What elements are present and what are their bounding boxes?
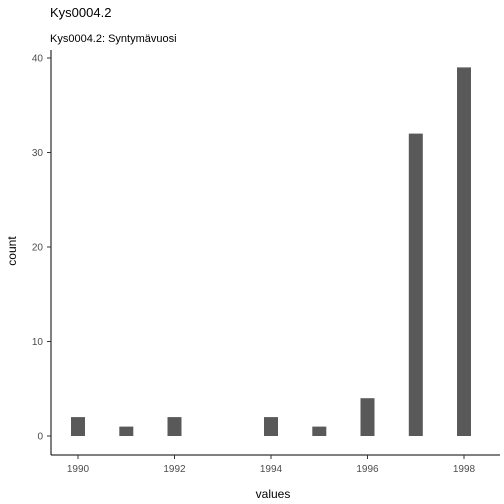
chart-title: Kys0004.2 xyxy=(50,5,111,20)
x-tick-label-1996: 1996 xyxy=(356,464,379,475)
bar-1997 xyxy=(408,133,423,436)
chart-subtitle: Kys0004.2: Syntymävuosi xyxy=(50,33,177,45)
x-tick-label-1994: 1994 xyxy=(260,464,283,475)
y-axis-label: count xyxy=(5,236,19,266)
bar-1994 xyxy=(264,417,278,436)
y-tick-label-30: 30 xyxy=(32,148,44,159)
bar-1996 xyxy=(360,398,375,436)
x-axis-label: values xyxy=(256,487,291,501)
y-tick-label-0: 0 xyxy=(37,432,43,443)
x-tick-label-1998: 1998 xyxy=(453,464,476,475)
plot-area xyxy=(71,67,471,437)
bar-1991 xyxy=(119,426,134,436)
bar-1995 xyxy=(312,426,327,436)
y-tick-label-40: 40 xyxy=(32,54,44,65)
x-tick-label-1990: 1990 xyxy=(67,464,90,475)
bar-1998 xyxy=(457,67,471,437)
x-tick-label-1992: 1992 xyxy=(163,464,186,475)
x-axis-ticks: 1990 1992 1994 1996 1998 xyxy=(67,455,476,475)
y-tick-label-10: 10 xyxy=(32,337,44,348)
bar-1990 xyxy=(71,417,85,436)
y-axis-ticks: 0 10 20 30 40 xyxy=(32,54,51,443)
y-tick-label-20: 20 xyxy=(32,243,44,254)
bar-1992 xyxy=(167,417,182,436)
